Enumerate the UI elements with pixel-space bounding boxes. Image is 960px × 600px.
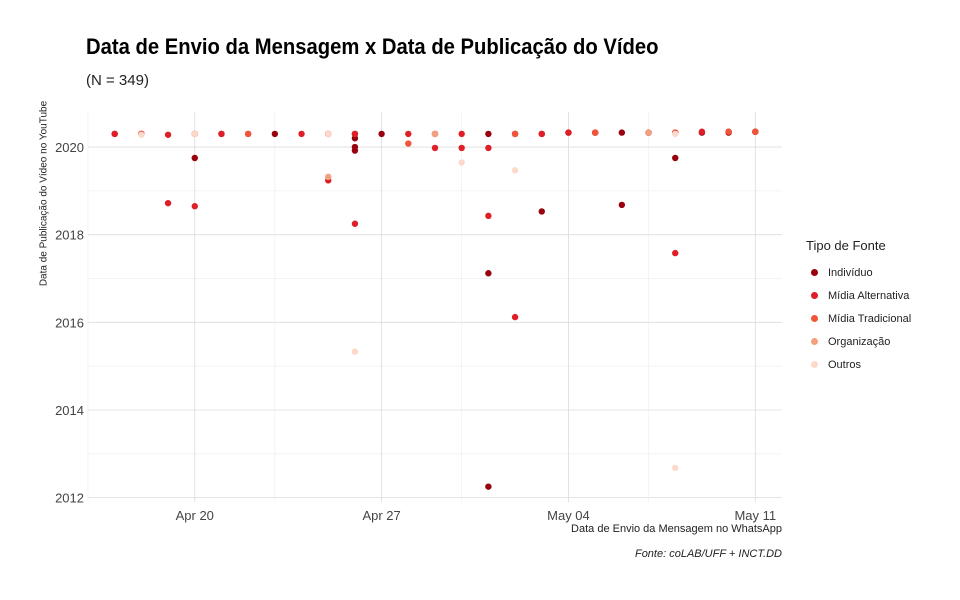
data-point xyxy=(725,128,732,135)
legend-title: Tipo de Fonte xyxy=(806,238,886,253)
data-point xyxy=(672,464,679,472)
data-point xyxy=(485,212,492,220)
legend-label: Outros xyxy=(828,358,862,371)
legend-item: Mídia Alternativa xyxy=(806,284,911,307)
legend: Tipo de Fonte Indivíduo Mídia Alternativa… xyxy=(806,238,911,376)
data-point xyxy=(325,173,332,181)
data-point xyxy=(458,159,465,166)
data-point xyxy=(458,144,465,152)
data-point xyxy=(511,167,519,174)
legend-label: Mídia Tradicional xyxy=(828,312,912,325)
data-points xyxy=(111,128,759,490)
legend-item: Indivíduo xyxy=(806,261,911,284)
data-point xyxy=(672,249,679,257)
data-point xyxy=(191,154,198,162)
x-tick-label: Apr 27 xyxy=(362,508,400,523)
data-point xyxy=(618,129,626,136)
y-tick-label: 2012 xyxy=(55,491,84,506)
y-tick-labels: 2012 2014 2016 2018 2020 xyxy=(55,140,84,506)
x-axis-label: Data de Envio da Mensagem no WhatsApp xyxy=(571,523,782,535)
chart-subtitle: (N = 349) xyxy=(86,72,149,89)
x-tick-label: May 04 xyxy=(547,508,590,523)
data-point xyxy=(271,130,279,138)
x-tick-labels: Apr 20 Apr 27 May 04 May 11 xyxy=(176,508,777,523)
data-point xyxy=(485,144,492,152)
data-point xyxy=(138,131,145,138)
legend-item: Mídia Tradicional xyxy=(806,307,911,330)
y-axis-label: Data de Publicação do Vídeo no YouTube xyxy=(38,100,50,287)
data-point xyxy=(244,130,252,138)
data-point xyxy=(405,140,412,147)
data-point xyxy=(538,208,545,215)
data-point xyxy=(698,128,706,135)
data-point xyxy=(405,130,412,138)
data-point xyxy=(511,130,519,138)
data-point xyxy=(351,130,359,138)
chart-caption: Fonte: coLAB/UFF + INCT.DD xyxy=(634,548,782,560)
grid-lines xyxy=(87,112,782,502)
data-point xyxy=(565,129,572,136)
data-point xyxy=(458,130,465,138)
legend-dot-icon xyxy=(811,269,818,276)
chart-title: Data de Envio da Mensagem x Data de Publ… xyxy=(86,34,659,59)
legend-dot-icon xyxy=(811,361,818,368)
x-tick-label: May 11 xyxy=(734,508,776,523)
y-tick-label: 2016 xyxy=(55,315,84,330)
data-point xyxy=(351,135,359,142)
legend-label: Mídia Alternativa xyxy=(828,289,910,302)
legend-items: Indivíduo Mídia Alternativa Mídia Tradicio… xyxy=(806,261,911,376)
x-tick-label: Apr 20 xyxy=(176,508,214,523)
legend-dot-icon xyxy=(811,338,818,345)
data-point xyxy=(164,131,172,138)
data-point xyxy=(618,201,626,209)
legend-label: Organização xyxy=(828,335,891,348)
y-tick-label: 2020 xyxy=(55,140,84,155)
data-point xyxy=(645,129,652,136)
y-tick-label: 2014 xyxy=(55,403,84,418)
legend-item: Outros xyxy=(806,353,911,376)
legend-dot-icon xyxy=(811,292,818,299)
data-point xyxy=(191,203,198,210)
data-point xyxy=(485,270,492,277)
data-point xyxy=(351,348,359,355)
data-point xyxy=(218,130,225,138)
data-point xyxy=(431,130,439,138)
data-point xyxy=(378,130,385,138)
y-tick-label: 2018 xyxy=(55,228,84,243)
data-point xyxy=(164,199,172,207)
data-point xyxy=(511,313,519,321)
data-point xyxy=(591,129,599,136)
legend-item: Organização xyxy=(806,330,911,353)
data-point xyxy=(672,154,679,162)
data-point xyxy=(538,130,545,138)
data-point xyxy=(672,130,679,138)
data-point xyxy=(298,130,305,138)
data-point xyxy=(191,130,198,138)
data-point xyxy=(325,130,332,138)
data-point xyxy=(485,483,492,490)
data-point xyxy=(431,144,439,152)
data-point xyxy=(351,147,359,154)
legend-dot-icon xyxy=(811,315,818,322)
legend-label: Indivíduo xyxy=(828,266,873,279)
data-point xyxy=(485,130,492,138)
data-point xyxy=(111,130,118,138)
data-point xyxy=(351,220,359,227)
data-point xyxy=(752,128,759,135)
